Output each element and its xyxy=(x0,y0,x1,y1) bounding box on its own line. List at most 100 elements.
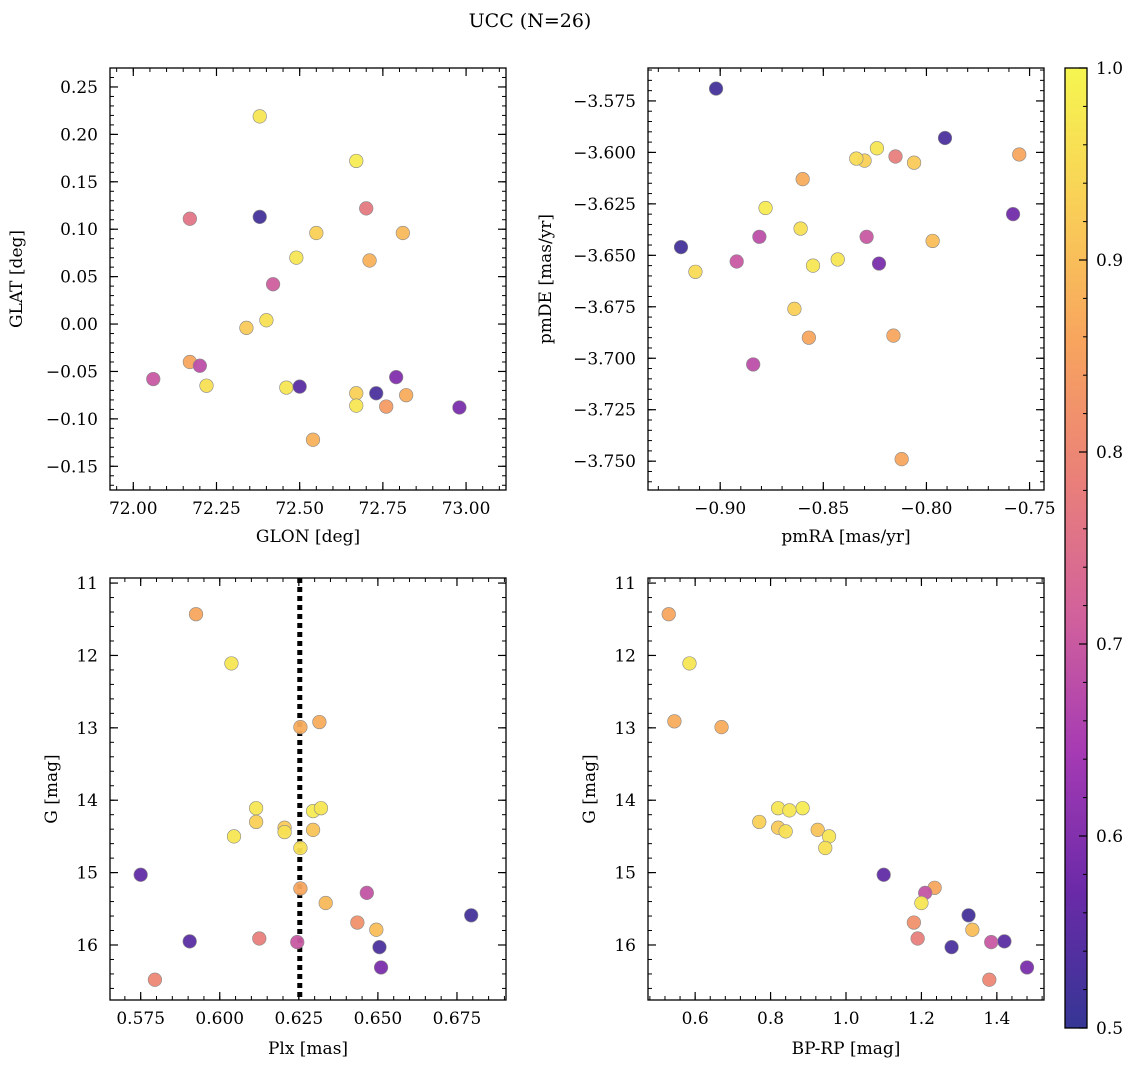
colorbar-tick-label: 0.9 xyxy=(1096,251,1123,271)
scatter-point xyxy=(793,221,808,236)
x-tick-label: 0.650 xyxy=(354,1009,403,1029)
scatter-point xyxy=(249,801,264,816)
scatter-point xyxy=(350,915,365,930)
y-tick-label: −0.10 xyxy=(46,410,98,430)
x-axis-label: BP-RP [mag] xyxy=(792,1039,901,1059)
y-tick-label: −0.15 xyxy=(46,457,98,477)
x-tick-label: 1.2 xyxy=(908,1009,935,1029)
y-tick-label: 11 xyxy=(614,574,636,594)
scatter-point xyxy=(259,313,274,328)
panel-bprp_g: 0.6 0.8 1.0 1.2 1.4 11 12 13 14 15 16 BP-RP [mag] G … xyxy=(580,574,1045,1059)
scatter-point xyxy=(305,822,321,837)
scatter-point xyxy=(869,141,885,156)
x-tick-label: −0.80 xyxy=(900,499,952,519)
scatter-point xyxy=(795,172,810,187)
figure-title: UCC (N=26) xyxy=(469,10,592,32)
scatter-point xyxy=(359,201,374,216)
x-tick-label: 72.00 xyxy=(109,499,158,519)
scatter-point xyxy=(289,250,304,265)
scatter-point xyxy=(147,972,163,987)
scatter-point xyxy=(906,915,921,930)
scatter-point xyxy=(1005,207,1021,222)
scatter-point xyxy=(673,239,689,255)
scatter-point xyxy=(239,320,254,335)
colorbar-tick-label: 0.7 xyxy=(1096,635,1123,655)
scatter-point xyxy=(729,254,744,269)
scatter-point xyxy=(1012,147,1027,162)
scatter-point xyxy=(362,253,377,268)
y-tick-label: 15 xyxy=(614,864,636,884)
axes-frame xyxy=(647,67,1045,491)
y-tick-label: 14 xyxy=(614,791,636,811)
scatter-point xyxy=(182,211,197,226)
x-axis-label: pmRA [mas/yr] xyxy=(781,527,910,547)
y-tick-label: −3.750 xyxy=(573,452,636,472)
scatter-point xyxy=(312,714,327,730)
scatter-point xyxy=(984,934,999,950)
scatter-point xyxy=(778,824,793,839)
scatter-point xyxy=(359,885,374,900)
scatter-point xyxy=(349,398,364,413)
scatter-point xyxy=(886,328,901,343)
scatter-point xyxy=(249,814,264,830)
y-tick-label: 13 xyxy=(614,719,636,739)
panel-glon_glat: 72.00 72.25 72.50 72.75 73.00 −0.15 −0.10 −0.05… xyxy=(7,67,507,547)
colorbar-tick-label: 0.5 xyxy=(1096,1019,1123,1039)
scatter-point xyxy=(252,931,267,946)
scatter-point xyxy=(782,803,797,818)
scatter-point xyxy=(1019,960,1035,975)
axes-frame xyxy=(109,577,507,1001)
scatter-point xyxy=(349,386,364,401)
scatter-point xyxy=(369,922,384,937)
scatter-point xyxy=(818,840,833,856)
scatter-point xyxy=(937,130,953,146)
scatter-point xyxy=(801,330,816,345)
scatter-point xyxy=(265,277,281,292)
scatter-point xyxy=(313,801,329,816)
scatter-point xyxy=(293,720,308,735)
y-tick-label: 12 xyxy=(614,646,636,666)
scatter-point xyxy=(906,155,922,170)
scatter-point xyxy=(290,934,305,950)
scatter-point xyxy=(925,233,940,249)
scatter-point xyxy=(379,399,394,414)
scatter-point xyxy=(944,940,959,955)
scatter-point xyxy=(369,386,384,401)
y-tick-label: −3.600 xyxy=(573,143,636,163)
colorbar-tick-label: 1.0 xyxy=(1096,59,1123,79)
y-tick-label: 0.10 xyxy=(60,220,98,240)
scatter-point xyxy=(888,149,903,164)
scatter-point xyxy=(372,940,387,955)
x-tick-label: 72.25 xyxy=(192,499,241,519)
panel-pmra_pmde: −0.90 −0.85 −0.80 −0.75 −3.750 −3.725 −3.700 −3… xyxy=(536,67,1056,547)
x-tick-label: 0.575 xyxy=(116,1009,165,1029)
scatter-point xyxy=(810,822,825,837)
y-tick-label: −3.625 xyxy=(573,195,636,215)
y-tick-label: 12 xyxy=(76,646,98,666)
scatter-point xyxy=(965,922,980,937)
scatter-point xyxy=(758,200,773,216)
colorbar: 0.5 0.6 0.7 0.8 0.9 1.0 xyxy=(1064,59,1123,1039)
x-tick-label: −0.75 xyxy=(1004,499,1056,519)
colorbar-tick-label: 0.8 xyxy=(1096,443,1123,463)
x-tick-label: 0.600 xyxy=(195,1009,244,1029)
scatter-point xyxy=(849,151,864,166)
x-tick-label: 0.6 xyxy=(682,1009,709,1029)
x-axis-label: Plx [mas] xyxy=(268,1039,348,1059)
scatter-point xyxy=(859,229,874,244)
y-tick-label: −3.675 xyxy=(573,298,636,318)
scatter-point xyxy=(224,656,239,671)
scatter-point xyxy=(714,720,729,735)
y-axis-label: GLAT [deg] xyxy=(7,230,27,328)
scatter-point xyxy=(752,229,767,244)
scatter-point xyxy=(188,607,204,622)
scatter-point xyxy=(910,931,925,946)
scatter-point xyxy=(982,972,997,987)
scatter-point xyxy=(318,895,333,911)
y-axis-label: G [mag] xyxy=(42,754,62,823)
scatter-point xyxy=(746,357,761,372)
scatter-point xyxy=(830,252,845,267)
y-tick-label: 13 xyxy=(76,719,98,739)
y-tick-label: 14 xyxy=(76,791,98,811)
x-tick-label: 1.4 xyxy=(983,1009,1010,1029)
